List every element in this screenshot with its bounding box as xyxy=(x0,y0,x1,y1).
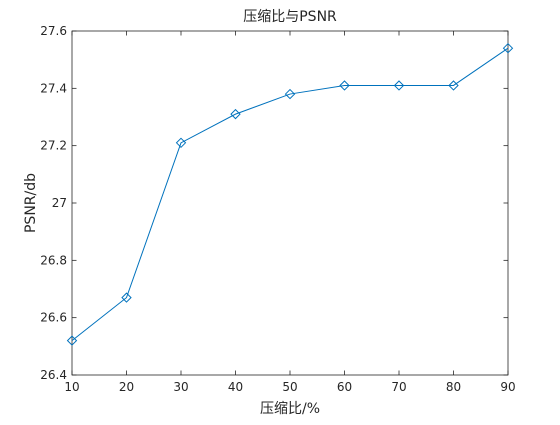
x-tick-label: 20 xyxy=(119,380,134,394)
x-tick-label: 80 xyxy=(446,380,461,394)
x-tick-label: 70 xyxy=(391,380,406,394)
data-point-marker xyxy=(230,108,241,120)
y-tick-label: 26.8 xyxy=(40,253,67,267)
plot-area xyxy=(71,30,509,376)
y-tick-label: 27.4 xyxy=(40,81,67,95)
x-tick-label: 10 xyxy=(64,380,79,394)
series-group xyxy=(66,42,514,346)
x-tick-label: 50 xyxy=(282,380,297,394)
data-point-marker xyxy=(393,80,405,91)
x-tick-label: 40 xyxy=(228,380,243,394)
chart-title: 压缩比与PSNR xyxy=(243,9,337,25)
x-tick-label: 30 xyxy=(173,380,188,394)
data-point-marker xyxy=(66,335,78,346)
data-point-marker xyxy=(175,137,187,149)
axis-ticks: 10 20 30 40 50 60 70 80 90 26.4 26.6 26.8 27 27.2 27.4… xyxy=(40,24,515,394)
x-tick-label: 90 xyxy=(500,380,515,394)
y-tick-label: 27.2 xyxy=(40,139,67,153)
data-point-marker xyxy=(502,42,514,54)
data-point-marker xyxy=(284,88,296,100)
data-point-marker xyxy=(339,80,350,91)
series-line xyxy=(71,47,509,341)
y-tick-label: 26.4 xyxy=(40,368,67,382)
x-tick-label: 60 xyxy=(337,380,352,394)
data-point-marker xyxy=(121,292,132,303)
y-tick-label: 27 xyxy=(52,196,67,210)
x-axis-label: 压缩比/% xyxy=(260,401,320,417)
y-tick-label: 26.6 xyxy=(40,311,67,325)
data-point-marker xyxy=(448,80,459,91)
y-tick-label: 27.6 xyxy=(40,24,67,38)
y-axis-label: PSNR/db xyxy=(23,173,39,233)
